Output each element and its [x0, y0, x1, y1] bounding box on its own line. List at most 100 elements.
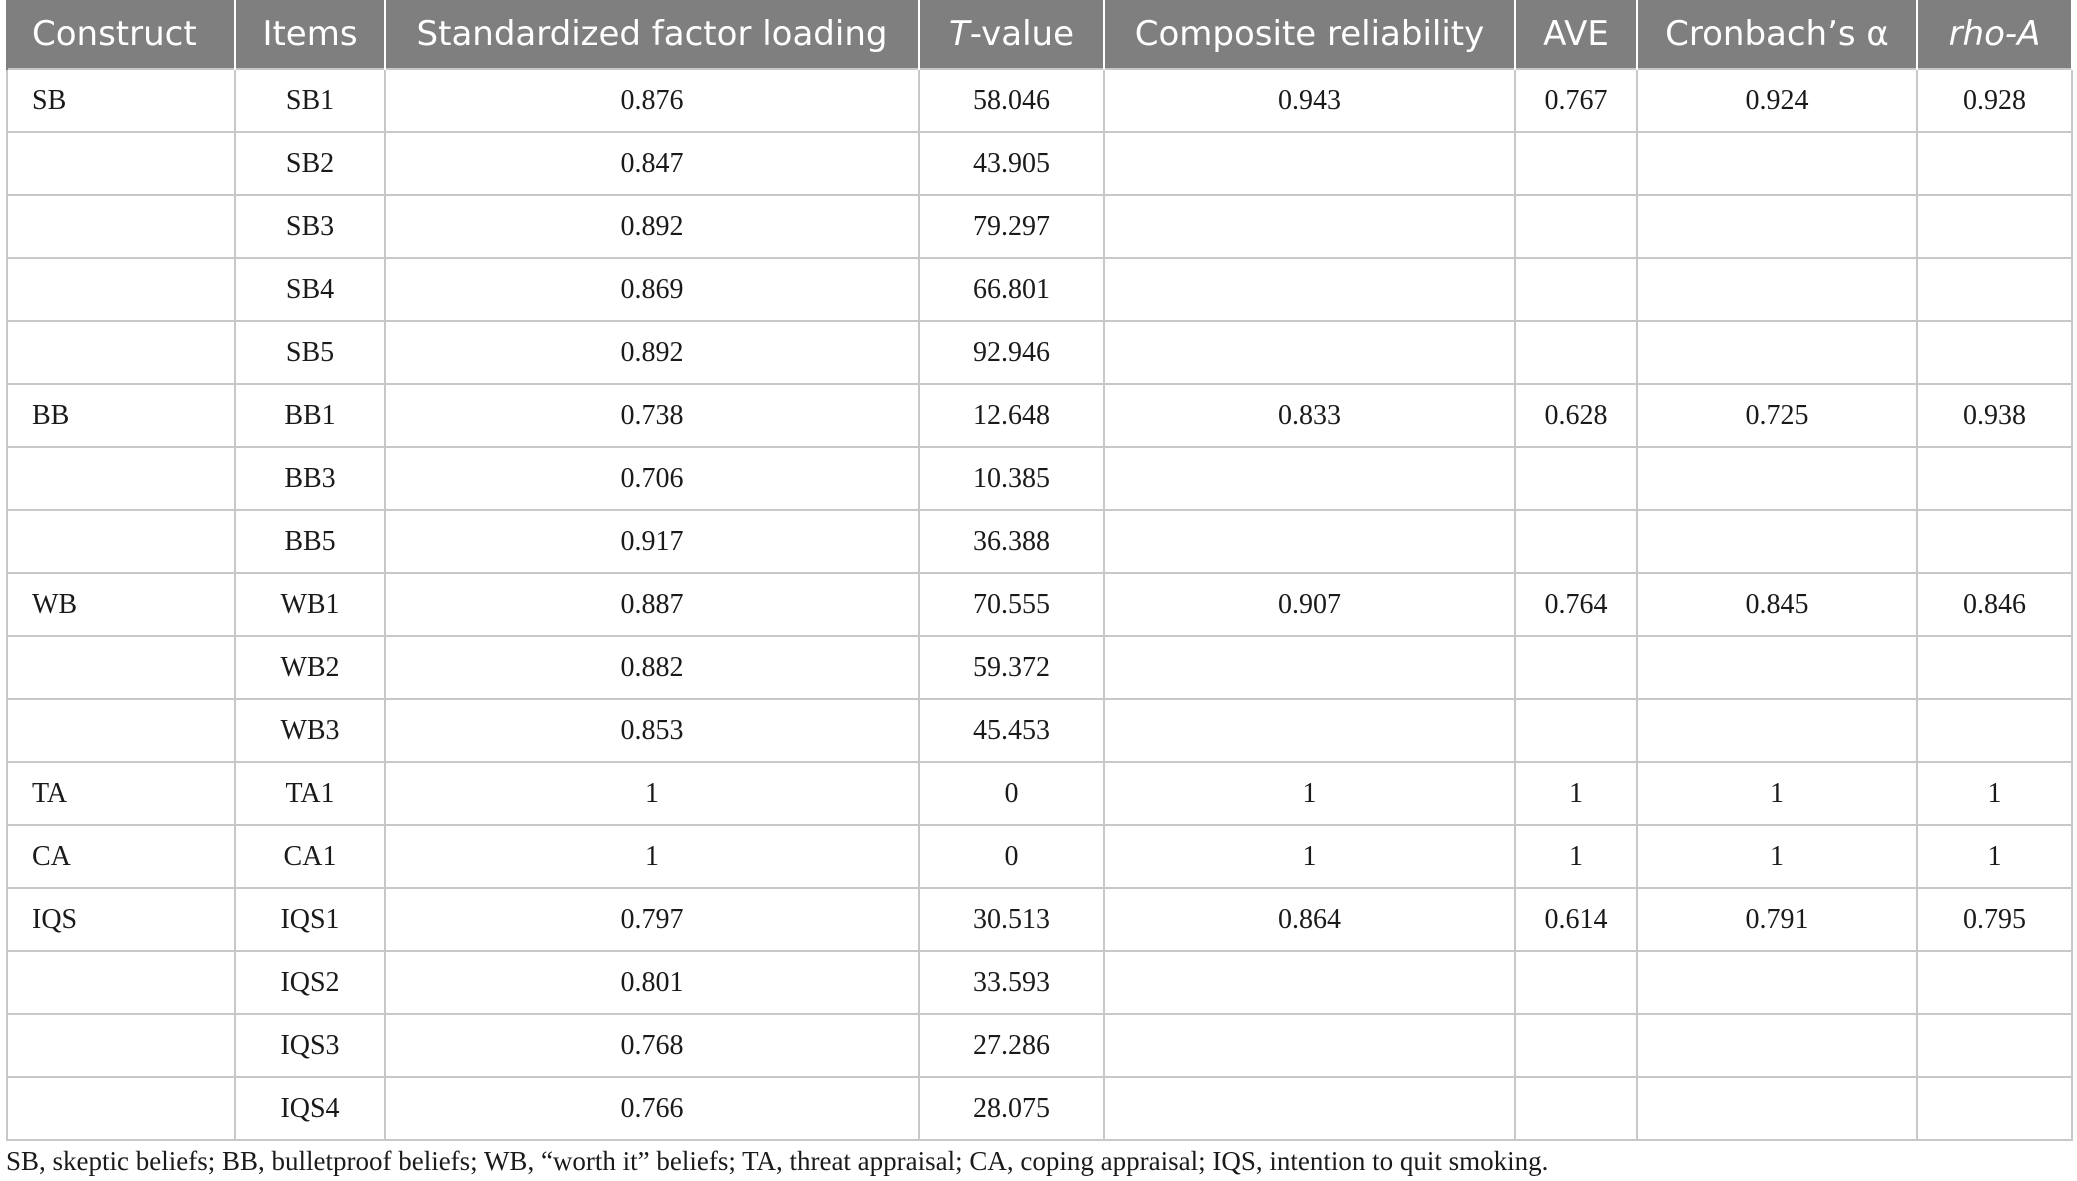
cell-t-value: 45.453 [918, 698, 1105, 763]
cell-t-value: 58.046 [918, 68, 1105, 133]
cell-rho-a [1916, 194, 2073, 259]
cell-rho-a [1916, 131, 2073, 196]
cell-t-value: 70.555 [918, 572, 1105, 637]
table-row: WB3 0.853 45.453 [6, 698, 2073, 763]
cell-ave [1514, 509, 1638, 574]
cell-composite-reliability: 0.907 [1103, 572, 1516, 637]
cell-cronbach-alpha [1636, 131, 1918, 196]
cell-composite-reliability [1103, 509, 1516, 574]
cell-composite-reliability: 0.864 [1103, 887, 1516, 952]
cell-rho-a [1916, 635, 2073, 700]
cell-loading: 0.892 [384, 320, 920, 385]
cell-item: SB4 [234, 257, 386, 322]
cell-composite-reliability [1103, 1013, 1516, 1078]
results-table-container: Construct Items Standardized factor load… [6, 0, 2073, 1141]
cell-cronbach-alpha: 0.725 [1636, 383, 1918, 448]
cell-loading: 1 [384, 761, 920, 826]
cell-composite-reliability [1103, 1076, 1516, 1141]
cell-rho-a: 0.928 [1916, 68, 2073, 133]
cell-item: IQS1 [234, 887, 386, 952]
table-row: IQS IQS1 0.797 30.513 0.864 0.614 0.791 0.795 [6, 887, 2073, 952]
cell-loading: 0.847 [384, 131, 920, 196]
cell-construct: TA [6, 761, 236, 826]
cell-composite-reliability: 1 [1103, 824, 1516, 889]
cell-composite-reliability: 0.833 [1103, 383, 1516, 448]
cell-construct [6, 194, 236, 259]
cell-ave [1514, 1013, 1638, 1078]
cell-ave: 0.764 [1514, 572, 1638, 637]
table-row: BB3 0.706 10.385 [6, 446, 2073, 511]
cell-loading: 0.768 [384, 1013, 920, 1078]
cell-t-value: 33.593 [918, 950, 1105, 1015]
table-row: SB2 0.847 43.905 [6, 131, 2073, 196]
cell-cronbach-alpha [1636, 320, 1918, 385]
cell-loading: 0.882 [384, 635, 920, 700]
cell-rho-a [1916, 698, 2073, 763]
cell-t-value: 30.513 [918, 887, 1105, 952]
cell-item: BB1 [234, 383, 386, 448]
header-ave: AVE [1514, 0, 1638, 69]
cell-construct [6, 950, 236, 1015]
cell-loading: 0.887 [384, 572, 920, 637]
cell-ave [1514, 1076, 1638, 1141]
cell-composite-reliability [1103, 320, 1516, 385]
cell-rho-a [1916, 446, 2073, 511]
cell-item: SB2 [234, 131, 386, 196]
header-composite-reliability: Composite reliability [1103, 0, 1516, 69]
cell-item: IQS3 [234, 1013, 386, 1078]
cell-construct [6, 635, 236, 700]
cell-t-value: 0 [918, 824, 1105, 889]
cell-ave [1514, 635, 1638, 700]
cell-rho-a: 0.938 [1916, 383, 2073, 448]
cell-rho-a [1916, 1013, 2073, 1078]
cell-composite-reliability: 0.943 [1103, 68, 1516, 133]
cell-construct [6, 1076, 236, 1141]
cell-composite-reliability: 1 [1103, 761, 1516, 826]
cell-t-value: 10.385 [918, 446, 1105, 511]
header-items: Items [234, 0, 386, 69]
cell-loading: 0.706 [384, 446, 920, 511]
cell-item: WB2 [234, 635, 386, 700]
cell-loading: 0.766 [384, 1076, 920, 1141]
cell-cronbach-alpha [1636, 446, 1918, 511]
cell-composite-reliability [1103, 257, 1516, 322]
table-row: SB3 0.892 79.297 [6, 194, 2073, 259]
header-t-value: T-value [918, 0, 1105, 69]
cell-construct [6, 509, 236, 574]
cell-composite-reliability [1103, 131, 1516, 196]
measurement-model-table: Construct Items Standardized factor load… [6, 0, 2073, 1141]
cell-loading: 0.869 [384, 257, 920, 322]
cell-item: SB1 [234, 68, 386, 133]
cell-loading: 0.797 [384, 887, 920, 952]
cell-rho-a: 0.795 [1916, 887, 2073, 952]
cell-ave [1514, 320, 1638, 385]
cell-construct: CA [6, 824, 236, 889]
cell-cronbach-alpha [1636, 698, 1918, 763]
table-row: IQS3 0.768 27.286 [6, 1013, 2073, 1078]
header-rho-a-text: rho-A [1948, 14, 2041, 54]
cell-construct [6, 1013, 236, 1078]
cell-ave: 0.614 [1514, 887, 1638, 952]
cell-construct [6, 320, 236, 385]
cell-item: IQS2 [234, 950, 386, 1015]
cell-construct [6, 698, 236, 763]
cell-ave: 1 [1514, 824, 1638, 889]
table-row: WB WB1 0.887 70.555 0.907 0.764 0.845 0.846 [6, 572, 2073, 637]
cell-t-value: 92.946 [918, 320, 1105, 385]
cell-ave [1514, 257, 1638, 322]
cell-cronbach-alpha: 1 [1636, 761, 1918, 826]
header-rho-a: rho-A [1916, 0, 2073, 69]
table-row: BB BB1 0.738 12.648 0.833 0.628 0.725 0.938 [6, 383, 2073, 448]
table-body: SB SB1 0.876 58.046 0.943 0.767 0.924 0.928 SB2 0… [6, 68, 2073, 1141]
cell-construct: SB [6, 68, 236, 133]
cell-item: WB1 [234, 572, 386, 637]
cell-construct: WB [6, 572, 236, 637]
cell-ave: 0.767 [1514, 68, 1638, 133]
cell-rho-a [1916, 950, 2073, 1015]
cell-loading: 0.917 [384, 509, 920, 574]
cell-loading: 0.738 [384, 383, 920, 448]
table-row: CA CA1 1 0 1 1 1 1 [6, 824, 2073, 889]
cell-item: CA1 [234, 824, 386, 889]
table-row: IQS2 0.801 33.593 [6, 950, 2073, 1015]
table-row: WB2 0.882 59.372 [6, 635, 2073, 700]
